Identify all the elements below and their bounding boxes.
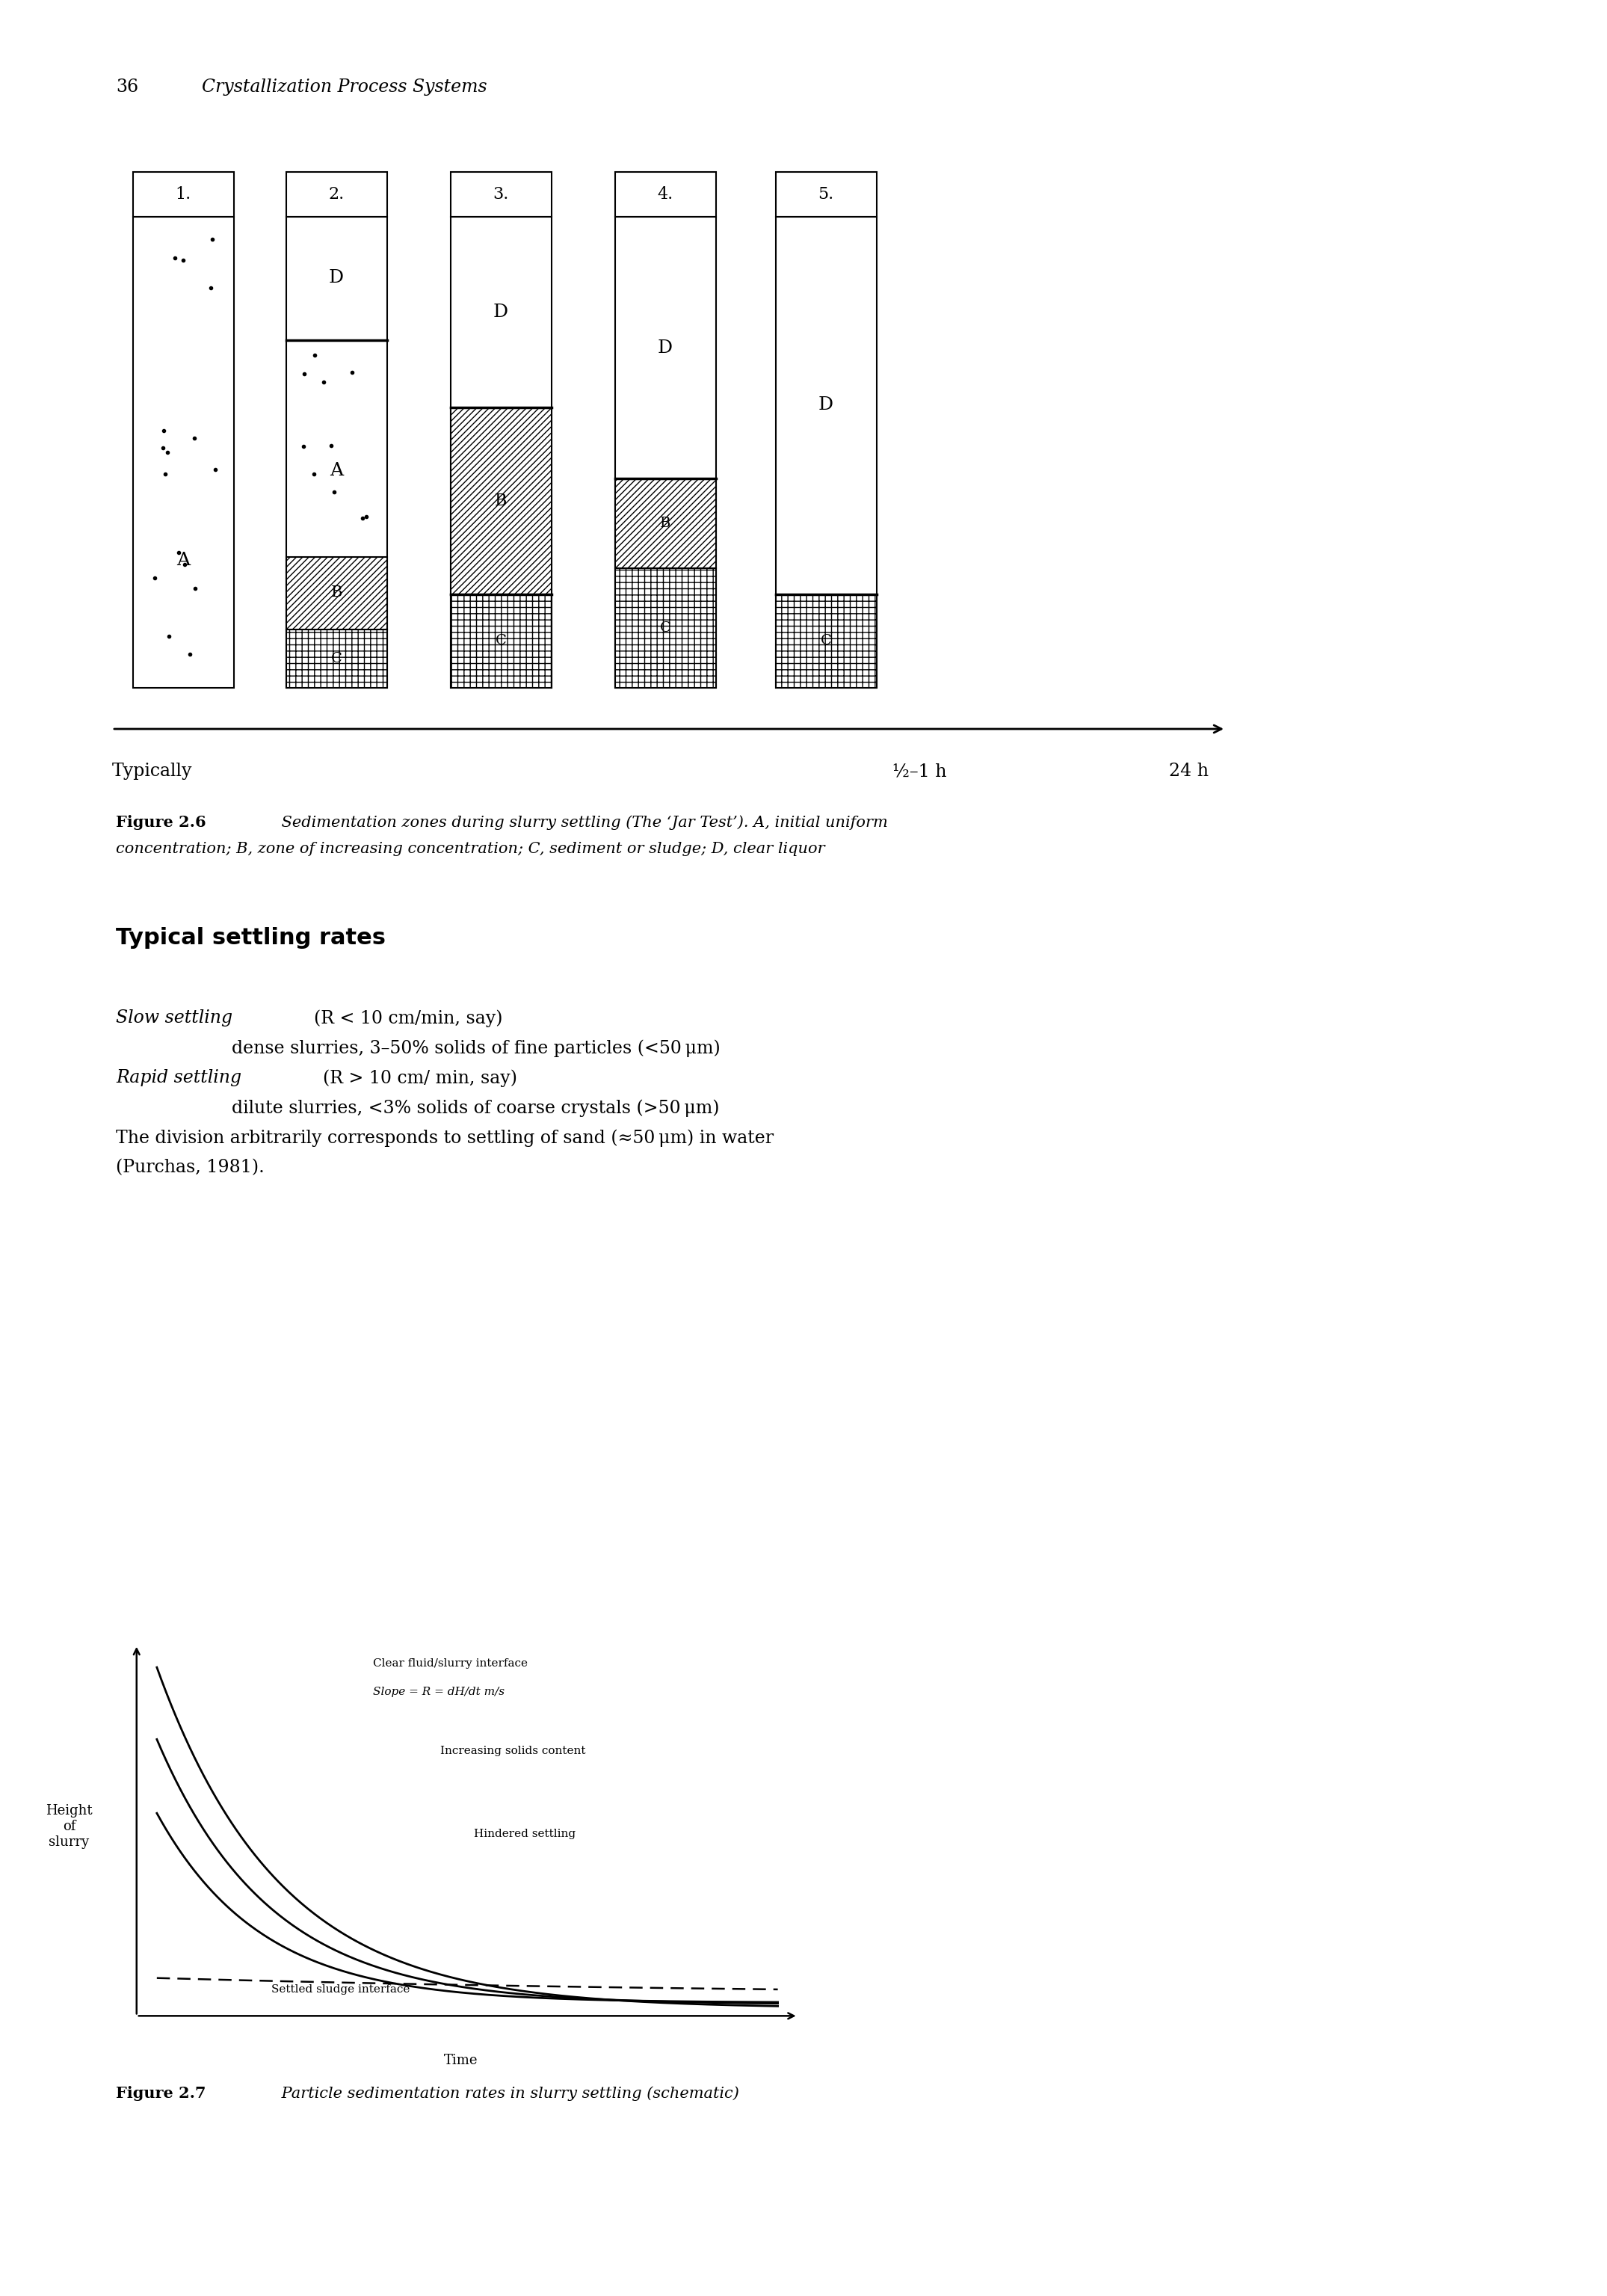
Text: The division arbitrarily corresponds to settling of sand (≈50 μm) in water: The division arbitrarily corresponds to …: [116, 1130, 773, 1146]
Text: B: B: [495, 494, 506, 510]
Bar: [450, 172, 551, 216]
Text: (R < 10 cm/min, say): (R < 10 cm/min, say): [313, 1010, 503, 1026]
Text: Height
of
slurry: Height of slurry: [45, 1805, 93, 1848]
Text: Increasing solids content: Increasing solids content: [440, 1745, 585, 1756]
Bar: [776, 595, 877, 689]
Text: D: D: [657, 340, 673, 356]
Text: Settled sludge interface: Settled sludge interface: [272, 1984, 410, 1995]
Text: 2.: 2.: [328, 186, 344, 202]
Text: dilute slurries, <3% solids of coarse crystals (>50 μm): dilute slurries, <3% solids of coarse cr…: [231, 1100, 720, 1116]
Text: B: B: [331, 585, 342, 599]
Bar: [615, 172, 717, 216]
Text: 4.: 4.: [657, 186, 673, 202]
Bar: [286, 629, 387, 689]
Bar: [286, 558, 387, 629]
Text: concentration; B, zone of increasing concentration; C, sediment or sludge; D, cl: concentration; B, zone of increasing con…: [116, 843, 824, 856]
Bar: [450, 595, 551, 689]
Text: (Purchas, 1981).: (Purchas, 1981).: [116, 1159, 265, 1176]
Text: 3.: 3.: [493, 186, 509, 202]
Text: C: C: [659, 622, 670, 634]
Text: dense slurries, 3–50% solids of fine particles (<50 μm): dense slurries, 3–50% solids of fine par…: [231, 1040, 720, 1056]
Text: 1.: 1.: [175, 186, 191, 202]
Text: Slope = R = dH/dt m/s: Slope = R = dH/dt m/s: [373, 1688, 505, 1697]
Text: B: B: [660, 517, 670, 530]
Bar: [286, 216, 387, 689]
Text: D: D: [818, 397, 834, 413]
Text: Rapid settling: Rapid settling: [116, 1070, 247, 1086]
Text: Crystallization Process Systems: Crystallization Process Systems: [202, 78, 487, 96]
Text: C: C: [820, 634, 831, 647]
Bar: [133, 216, 235, 689]
Text: D: D: [493, 303, 508, 321]
Text: Clear fluid/slurry interface: Clear fluid/slurry interface: [373, 1658, 527, 1669]
Text: Slow settling: Slow settling: [116, 1010, 238, 1026]
Text: D: D: [329, 269, 344, 287]
Bar: [450, 406, 551, 595]
Text: A: A: [329, 461, 344, 480]
Text: Typically: Typically: [112, 762, 193, 781]
Text: (R > 10 cm/ min, say): (R > 10 cm/ min, say): [323, 1070, 517, 1086]
Text: Particle sedimentation rates in slurry settling (schematic): Particle sedimentation rates in slurry s…: [276, 2085, 739, 2101]
Text: Figure 2.7: Figure 2.7: [116, 2085, 206, 2101]
Text: 5.: 5.: [818, 186, 834, 202]
Text: Figure 2.6: Figure 2.6: [116, 815, 206, 829]
Text: C: C: [331, 652, 342, 666]
Bar: [286, 172, 387, 216]
Text: 36: 36: [116, 78, 138, 96]
Bar: [615, 478, 717, 567]
Bar: [615, 216, 717, 689]
Text: A: A: [177, 551, 190, 569]
Text: Hindered settling: Hindered settling: [474, 1830, 575, 1839]
Bar: [133, 172, 235, 216]
Bar: [450, 216, 551, 689]
Text: ½–1 h: ½–1 h: [892, 762, 947, 781]
Text: Typical settling rates: Typical settling rates: [116, 928, 386, 948]
Bar: [776, 172, 877, 216]
Text: Time: Time: [444, 2053, 477, 2066]
Text: Sedimentation zones during slurry settling (The ‘Jar Test’). A, initial uniform: Sedimentation zones during slurry settli…: [276, 815, 887, 829]
Text: C: C: [495, 634, 506, 647]
Bar: [615, 567, 717, 689]
Bar: [776, 216, 877, 689]
Text: 24 h: 24 h: [1168, 762, 1208, 781]
